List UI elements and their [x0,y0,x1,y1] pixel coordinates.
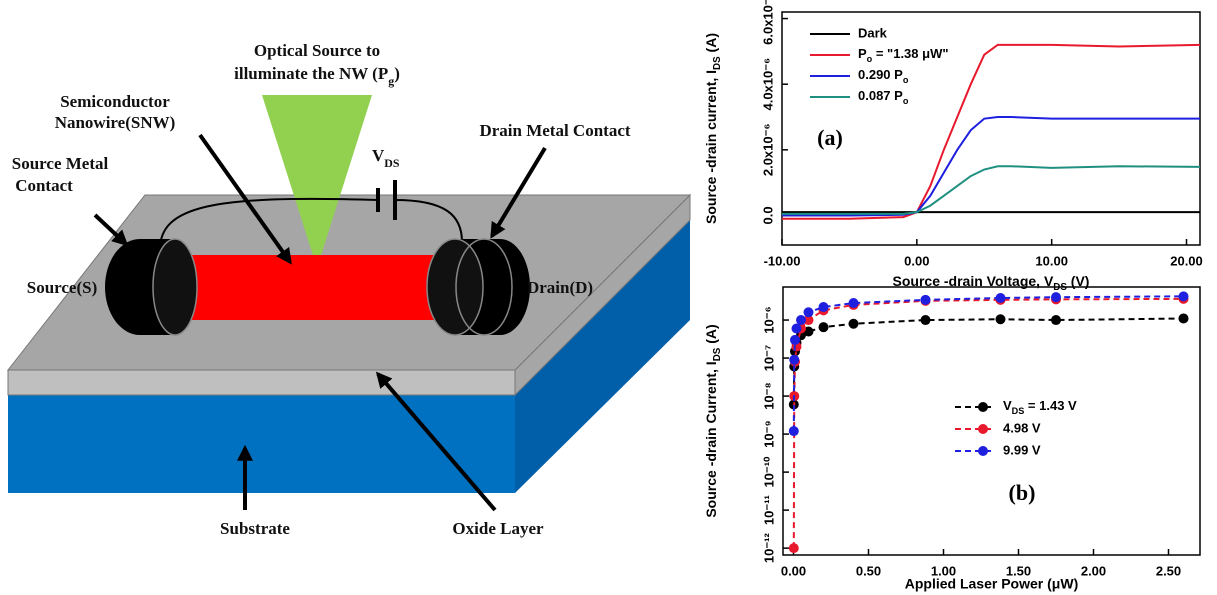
text-run: DS [712,347,723,361]
y-tick-label: 4.0x10⁻⁶ [760,58,775,111]
label: Substrate [220,519,290,538]
text-run: Source -drain Current, I [703,361,719,517]
plot-frame [783,287,1200,555]
legend-label: Po = "1.38 μW" [858,46,949,64]
data-point [819,302,829,312]
legend-label: 9.99 V [1003,442,1041,457]
drain-contact [427,239,483,335]
x-tick-label: 0.50 [856,563,881,578]
data-point [804,307,814,317]
y-tick-label: 10⁻¹⁰ [761,456,776,488]
y-axis-label: Source -drain current, IDS (A) [703,33,723,224]
text-run: 0.087 P [858,88,903,103]
data-point [789,543,799,553]
y-tick-label: 10⁻¹¹ [761,495,776,525]
x-axis-label: Applied Laser Power (μW) [905,576,1078,592]
y-tick-label: 6.0x10⁻⁶ [760,0,775,45]
nanowire [170,255,470,320]
series-line [794,299,1184,548]
text-run: o [903,96,909,106]
x-tick-label: 20.00 [1170,253,1203,268]
y-tick-label: 0.0 [760,206,775,224]
data-point [789,426,799,436]
series-line [794,318,1184,404]
text-run: P [858,46,867,61]
text-run: (A) [703,324,719,347]
label: VDS [372,146,400,170]
data-point [790,335,800,345]
label: Oxide Layer [452,519,544,538]
data-point [796,315,806,325]
x-tick-label: 0.00 [781,563,806,578]
data-point [849,319,859,329]
text-run: DS [384,156,400,170]
y-tick-label: 10⁻⁸ [761,382,776,409]
label: Optical Source to [254,41,380,60]
text-run: = "1.38 μW" [872,46,948,61]
data-point [921,315,931,325]
legend-marker [978,424,988,434]
label: Contact [15,176,73,195]
label: Drain(D) [527,278,593,297]
x-tick-label: 2.00 [1081,563,1106,578]
y-tick-label: 10⁻⁹ [761,420,776,448]
text-run: illuminate the NW (P [234,64,388,83]
x-tick-label: 0.00 [904,253,929,268]
series-line [782,45,1200,219]
data-point [849,298,859,308]
y-tick-label: 2.0x10⁻⁶ [760,124,775,177]
series-line [794,296,1184,431]
data-point [819,322,829,332]
figure: Optical Source to illuminate the NW (Pg)… [0,0,1217,595]
text-run: ) [394,64,400,83]
panel-label: (b) [1009,480,1036,505]
data-point [996,314,1006,324]
legend-label: VDS = 1.43 V [1003,398,1077,416]
legend-label: 4.98 V [1003,420,1041,435]
label: Source Metal [12,154,109,173]
series-line [782,166,1200,214]
legend-label: 0.290 Po [858,67,909,85]
data-point [996,293,1006,303]
legend-marker [978,446,988,456]
x-tick-label: 10.00 [1035,253,1068,268]
x-axis-label: Source -drain Voltage, VDS (V) [893,273,1090,293]
legend-label: Dark [858,25,888,40]
text-run: o [903,75,909,85]
label: Source(S) [27,278,98,297]
data-point [792,323,802,333]
data-point [789,355,799,365]
text-run: DS [712,56,723,70]
x-tick-label: 2.50 [1156,563,1181,578]
source-contact [153,239,197,335]
y-axis-label: Source -drain Current, IDS (A) [703,324,723,517]
text-run: Source -drain current, I [703,70,719,224]
label: Drain Metal Contact [479,121,630,140]
text-run: = 1.43 V [1024,398,1077,413]
label: illuminate the NW (Pg) [234,64,400,88]
x-tick-label: -10.00 [764,253,801,268]
y-tick-label: 10⁻⁶ [761,306,776,333]
text-run: 0.290 P [858,67,903,82]
text-run: V [1003,398,1012,413]
text-run: (A) [703,33,719,56]
oxide-front [8,370,515,395]
text-run: V [372,146,385,165]
data-point [1051,292,1061,302]
data-point [921,295,931,305]
data-point [1179,291,1189,301]
data-point [1051,315,1061,325]
device-diagram: Optical Source to illuminate the NW (Pg)… [8,41,690,538]
label: Semiconductor [60,92,170,111]
label: Nanowire(SNW) [55,113,176,132]
legend-label: 0.087 Po [858,88,909,106]
y-tick-label: 10⁻¹² [761,532,776,563]
y-tick-label: 10⁻⁷ [761,345,776,372]
legend-marker [978,402,988,412]
panel-label: (a) [817,125,843,150]
data-point [1179,313,1189,323]
text-run: DS [1012,406,1025,416]
